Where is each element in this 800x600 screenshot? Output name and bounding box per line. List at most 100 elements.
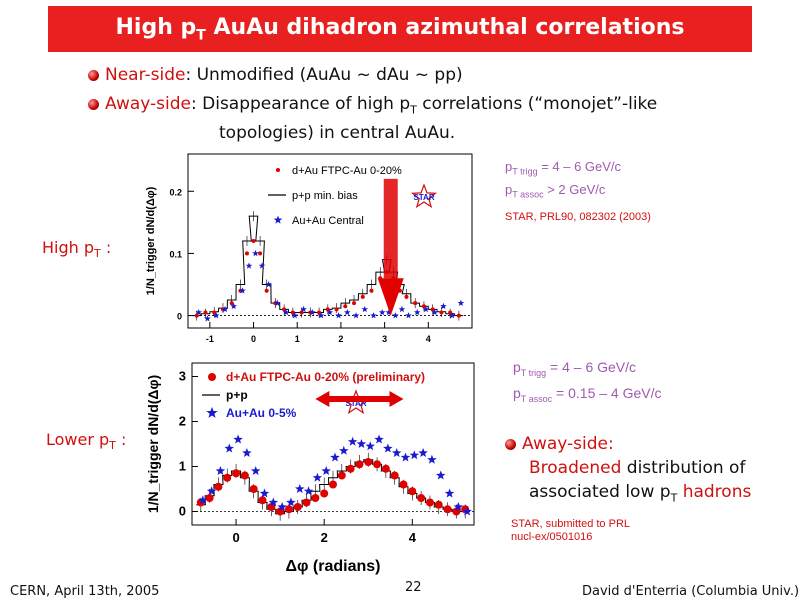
auau-point [291,312,299,319]
dau-point [276,507,285,516]
auau-point [282,309,290,316]
auau-point [344,309,351,316]
bullet-near-side: Near-side: Unmodified (AuAu ~ dAu ~ pp) [88,65,463,85]
dau-point [302,498,311,507]
auau-point [317,312,325,319]
dau-point [214,482,223,491]
arrow-right-head-icon [389,391,404,407]
auau-point [215,466,226,475]
auau-point [286,497,296,507]
y-tick-label: 0 [179,504,186,519]
footer-date: CERN, April 13th, 2005 [10,584,160,599]
y-tick-label: 2 [179,414,186,429]
auau-point [405,312,412,319]
dau-point [352,301,357,306]
bullet-icon [88,69,99,81]
auau-point [265,281,272,288]
dau-point [425,498,434,507]
lower-pt-label: Lower pT : [46,430,127,453]
auau-point [378,309,386,316]
x-tick-label: 2 [321,530,328,545]
legend-label: p+p min. bias [292,190,358,202]
dau-point [223,473,232,482]
bullet-icon [88,98,99,110]
star-logo-text: STAR [345,399,366,408]
x-tick-label: 3 [382,334,387,344]
x-tick-label: -1 [206,334,214,344]
auau-point [347,436,358,446]
dau-point [430,307,435,312]
away-side-note: Away-side: Broadened distribution of ass… [505,432,751,510]
high-pt-correlation-chart: -1 0 1 2 3 4 0 0.1 0.2 1/N_trigger dN/d(Δφ) d+Au F… [145,153,473,344]
dau-point [311,494,320,502]
low-pt-correlation-chart: 0 2 4 0 1 2 3 1/N_trigger dN/d(Δφ) Δφ (radians) d… [145,362,475,575]
auau-point [326,309,334,316]
auau-point [312,472,323,482]
y-axis-label: 1/N_trigger dN/d(Δφ) [145,375,161,513]
auau-point [365,441,375,451]
dau-point [205,494,214,502]
auau-point [233,434,243,444]
auau-point [374,434,384,444]
dau-point [264,288,269,293]
y-axis-label: 1/N_trigger dN/d(Δφ) [145,186,157,295]
auau-point [453,502,464,511]
auau-point [258,262,266,269]
auau-point [422,305,430,313]
dau-point [293,503,302,511]
dau-point [267,503,276,511]
auau-point [385,309,393,316]
dau-point [203,310,208,315]
y-tick-label: 1 [179,459,186,474]
legend-dot-icon [276,168,280,172]
auau-point [242,448,252,457]
auau-point [268,497,279,507]
dau-point [258,251,263,256]
auau-point [303,486,314,496]
auau-point [245,262,253,269]
auau-point [409,450,420,460]
plot-frame [191,362,475,526]
auau-point [398,305,406,313]
dau-point [337,471,346,480]
x-tick-label: 2 [338,334,343,344]
top-reference: STAR, PRL90, 082302 (2003) [505,211,651,223]
auau-point [436,470,446,480]
dau-point [421,304,426,309]
auau-point [252,249,259,257]
y-tick-label: 0.2 [169,187,182,197]
auau-point [277,502,287,511]
auau-point [370,312,377,319]
auau-point [391,448,402,457]
auau-point [339,445,349,455]
series-pp-histogram [192,215,464,317]
x-tick-label: 0 [232,530,239,545]
title-bar: High pT AuAu dihadron azimuthal correlat… [48,6,752,52]
dau-point [343,304,348,309]
dau-point [229,301,234,306]
auau-point [250,466,261,475]
auau-point [230,302,237,310]
auau-point [448,312,456,319]
dau-point [364,458,373,466]
auau-point [444,488,455,498]
bullet-away-side: Away-side: Disappearance of high pT corr… [88,94,657,116]
star-logo-text: STAR [413,193,434,202]
dau-point [258,496,267,505]
legend-label: d+Au FTPC-Au 0-20% (preliminary) [226,370,425,384]
auau-point [195,309,203,316]
dau-point [360,294,365,299]
plot-frame [187,153,473,329]
auau-point [206,486,217,496]
auau-point [361,305,369,313]
slide-title: High pT AuAu dihadron azimuthal correlat… [115,14,685,44]
dau-point [320,489,329,498]
dau-point [249,485,258,493]
x-axis-label: Δφ (radians) [286,558,381,575]
dau-point [373,460,382,469]
dau-point [448,310,453,315]
dau-point [346,464,355,473]
auau-point [300,305,307,313]
dau-point [334,307,339,312]
auau-point [224,443,234,453]
